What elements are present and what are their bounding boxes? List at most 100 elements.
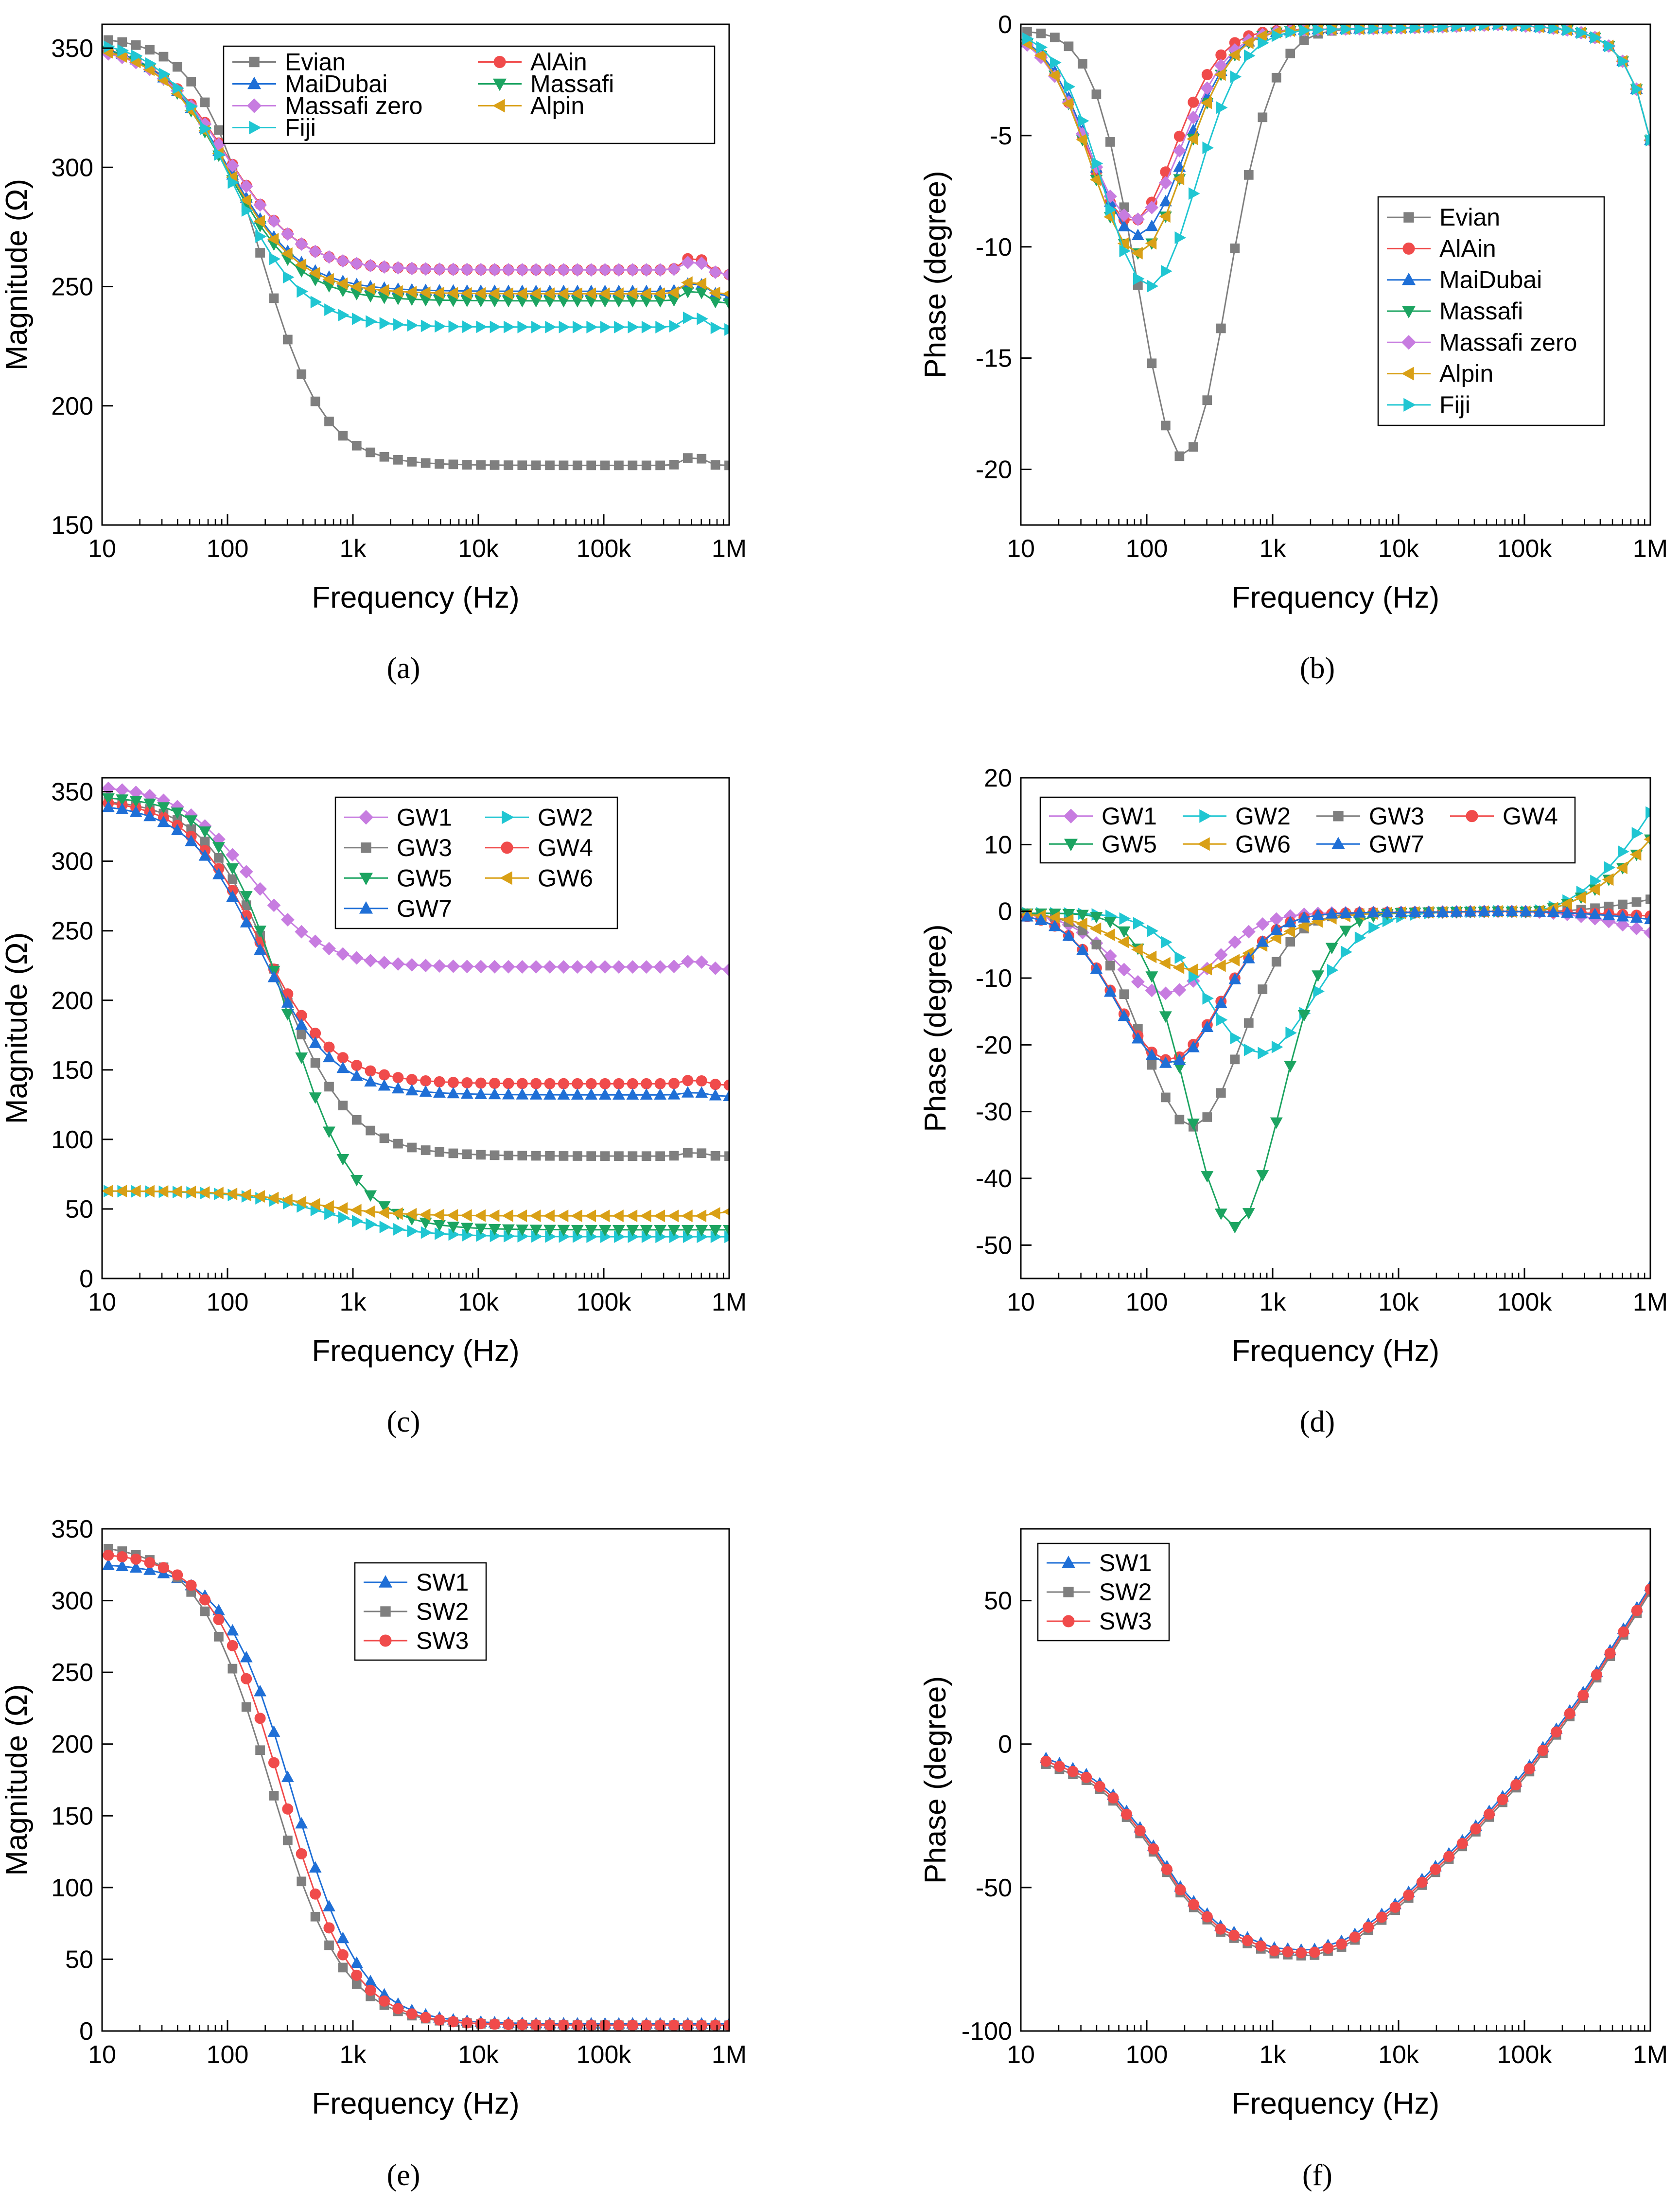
data-point-gw7	[1270, 923, 1283, 935]
data-point-gw7	[1547, 906, 1560, 917]
y-axis-title: Magnitude (Ω)	[0, 179, 34, 370]
data-point-gw3	[697, 1148, 707, 1158]
data-point-sw3	[1631, 1605, 1643, 1616]
series-gw1	[1021, 904, 1650, 1000]
data-point-gw7	[1242, 952, 1255, 963]
data-point-gw5	[143, 798, 156, 810]
data-point-gw1	[419, 959, 433, 973]
data-point-gw7	[350, 1069, 363, 1081]
data-point-alpin	[640, 287, 651, 300]
series-gw5	[1021, 834, 1650, 1234]
data-point-alpin	[240, 194, 251, 207]
data-point-fiji	[504, 320, 515, 333]
data-point-fiji	[1050, 56, 1062, 69]
data-point-evian	[1285, 49, 1295, 58]
data-point-gw3	[310, 1058, 320, 1068]
data-point-gw6	[295, 1195, 307, 1208]
data-point-massafi-zero	[681, 256, 695, 269]
data-point-alpin	[308, 267, 320, 280]
data-point-sw3	[434, 2014, 445, 2026]
data-point-fiji	[282, 271, 295, 284]
data-point-gw6	[488, 1209, 500, 1222]
data-point-sw3	[1537, 1745, 1549, 1756]
data-point-sw2	[228, 1663, 238, 1674]
data-point-gw7	[336, 1061, 350, 1073]
data-point-gw6	[1560, 897, 1572, 910]
data-point-gw3	[448, 1148, 458, 1158]
data-point-fiji	[490, 320, 502, 333]
data-point-gw6	[405, 1208, 417, 1221]
chart-d: 10 100 1k 10k 100k 1M -50 -40 -30 -20 -10 0 10 20 Freq…	[919, 764, 1668, 1438]
data-point-evian	[269, 293, 279, 303]
data-point-sw3	[1416, 1876, 1428, 1888]
data-point-gw6	[171, 1185, 182, 1198]
data-point-fiji	[186, 100, 198, 113]
data-point-gw7	[543, 1088, 557, 1100]
x-tick-label: 100k	[577, 535, 632, 563]
data-point-gw7	[709, 1089, 722, 1101]
data-point-gw1	[570, 960, 584, 974]
data-point-gw6	[212, 1187, 224, 1200]
data-point-fiji	[1243, 49, 1256, 62]
data-point-gw5	[1339, 926, 1352, 937]
data-point-gw6	[1200, 963, 1212, 976]
data-point-sw3	[351, 1969, 363, 1981]
data-point-gw3	[628, 1151, 638, 1161]
data-point-massafi-zero	[557, 263, 571, 277]
data-point-gw7	[1450, 905, 1463, 917]
legend-item-massafi-zero: Massafi zero	[232, 92, 422, 120]
series-line-gw6	[1027, 839, 1650, 971]
legend-item-gw3: GW3	[1316, 803, 1424, 830]
y-axis-title: Phase (degree)	[919, 1676, 952, 1884]
y-tick-label: -5	[990, 122, 1012, 150]
legend-marker-gw1	[358, 810, 374, 825]
data-point-fiji	[324, 303, 336, 316]
x-tick-label: 100	[207, 535, 249, 563]
legend-marker-evian	[249, 56, 260, 68]
data-point-alpin	[377, 284, 389, 297]
x-tick-label: 1k	[1260, 535, 1287, 563]
data-point-sw3	[1255, 1940, 1267, 1952]
data-point-fiji	[214, 148, 226, 161]
x-tick-label: 1k	[1260, 2041, 1287, 2069]
data-point-gw1	[295, 925, 309, 939]
data-point-gw1	[1629, 922, 1644, 935]
data-point-sw3	[1389, 1901, 1401, 1913]
data-point-gw4	[613, 1078, 625, 1089]
data-point-sw2	[282, 1836, 293, 1845]
data-point-massafi-zero	[722, 268, 729, 281]
data-point-gw7	[447, 1086, 460, 1099]
data-point-sw3	[172, 1569, 183, 1581]
data-point-sw3	[144, 1557, 156, 1569]
x-tick-label: 1k	[340, 535, 367, 563]
data-point-gw6	[377, 1206, 389, 1219]
data-point-gw3	[379, 1133, 389, 1143]
data-point-gw2	[366, 1218, 377, 1231]
data-point-gw7	[654, 1088, 667, 1100]
data-point-massafi-zero	[543, 263, 557, 277]
data-point-evian	[545, 460, 555, 471]
data-point-sw3	[599, 2019, 611, 2031]
series-group	[102, 781, 729, 1243]
data-point-gw5	[1312, 970, 1325, 982]
data-point-gw7	[405, 1084, 419, 1096]
data-point-sw3	[1107, 1792, 1119, 1804]
legend-label: Evian	[1439, 204, 1500, 231]
legend-marker-sw1	[378, 1575, 393, 1588]
data-point-gw7	[1173, 1053, 1186, 1065]
data-point-evian	[504, 460, 513, 470]
data-point-evian	[172, 62, 182, 72]
data-point-gw6	[322, 1200, 334, 1213]
legend-item-gw6: GW6	[485, 864, 593, 892]
data-point-sw3	[627, 2019, 638, 2031]
data-point-fiji	[1562, 24, 1574, 36]
y-tick-label: 50	[65, 1195, 93, 1224]
legend-label: GW7	[1369, 830, 1424, 858]
data-point-massafi-zero	[1186, 110, 1200, 124]
data-point-alpin	[488, 287, 500, 300]
y-tick-label: -15	[976, 345, 1012, 373]
data-point-gw2	[1285, 1026, 1297, 1039]
data-point-gw5	[212, 842, 225, 854]
data-point-massafi-zero	[667, 262, 681, 276]
data-point-fiji	[683, 311, 695, 324]
